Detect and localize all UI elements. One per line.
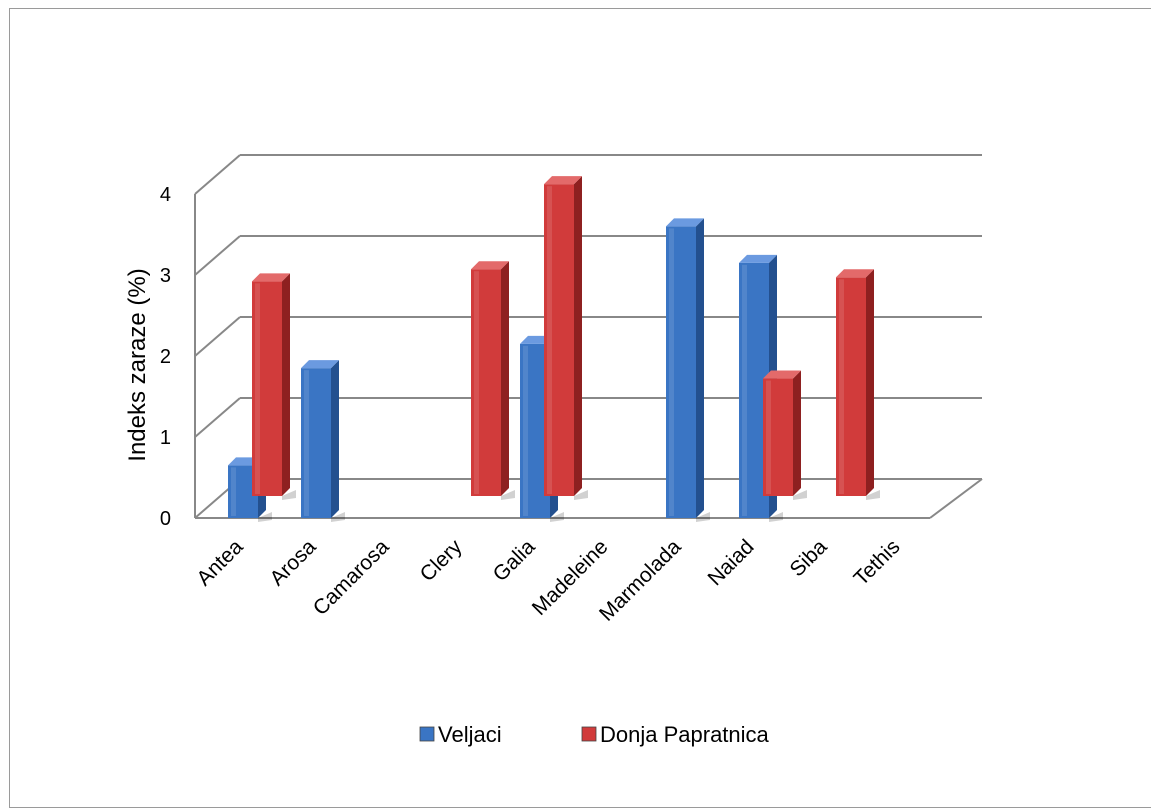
bar-donja-papratnica xyxy=(252,273,296,500)
legend-swatch xyxy=(581,726,597,742)
category-label: Camarosa xyxy=(309,535,394,620)
bar-veljaci xyxy=(301,360,345,522)
y-axis-label: Indeks zaraze (%) xyxy=(124,268,151,461)
y-tick-label: 2 xyxy=(160,346,171,368)
category-label: Antea xyxy=(192,535,247,590)
legend: Veljaci Donja Papratnica xyxy=(419,722,770,747)
y-tick-label: 0 xyxy=(160,508,171,530)
legend-label: Donja Papratnica xyxy=(600,722,770,747)
legend-item: Donja Papratnica xyxy=(581,722,770,747)
gridline-depth xyxy=(194,235,241,276)
bar-donja-papratnica xyxy=(544,176,588,500)
bar-donja-papratnica xyxy=(471,261,515,500)
category-label: Galia xyxy=(489,535,540,586)
category-label: Siba xyxy=(786,535,832,581)
gridline-depth xyxy=(194,316,241,357)
category-label: Tethis xyxy=(849,535,904,590)
bar-donja-papratnica xyxy=(836,269,880,500)
bar-veljaci xyxy=(666,218,710,522)
y-tick-label: 1 xyxy=(160,427,171,449)
gridline-depth xyxy=(194,154,241,195)
bars xyxy=(228,176,880,522)
floor-right-edge xyxy=(929,478,983,519)
legend-item: Veljaci xyxy=(419,722,502,747)
y-tick-label: 3 xyxy=(160,265,171,287)
legend-label: Veljaci xyxy=(438,722,502,747)
category-label: Naiad xyxy=(703,535,758,590)
category-label: Arosa xyxy=(265,535,320,590)
legend-swatch xyxy=(419,726,435,742)
y-tick-label: 4 xyxy=(160,184,171,206)
y-tick-labels: 0 1 2 3 4 xyxy=(160,184,171,530)
gridlines xyxy=(194,154,983,519)
category-label: Clery xyxy=(416,535,467,586)
bar-donja-papratnica xyxy=(763,370,807,500)
gridline-depth xyxy=(194,397,241,438)
